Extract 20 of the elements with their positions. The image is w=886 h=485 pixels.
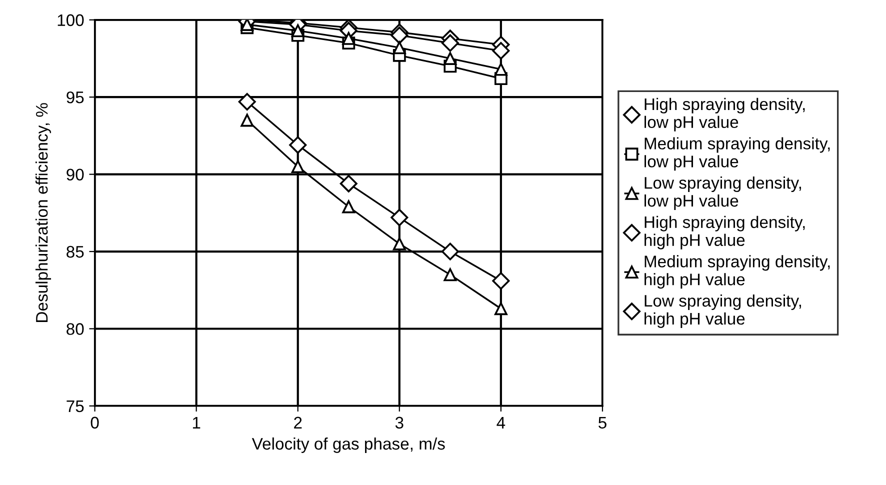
legend-label: Low spraying density, high pH value [644, 294, 801, 328]
y-tick-label: 100 [58, 14, 84, 26]
legend-label: Low spraying density, low pH value [644, 176, 801, 210]
legend-label: Medium spraying density, high pH value [644, 255, 830, 289]
y-tick-label: 95 [66, 92, 84, 104]
x-tick-label: 1 [192, 416, 200, 428]
x-tick-label: 4 [496, 416, 506, 428]
legend-label: High spraying density, high pH value [644, 216, 805, 250]
legend-label: High spraying density, low pH value [644, 98, 805, 132]
y-tick-label: 90 [66, 168, 84, 181]
y-tick-label: 85 [66, 246, 84, 258]
legend-label: Medium spraying density, low pH value [644, 137, 830, 171]
y-tick-label: 75 [66, 400, 84, 412]
x-tick-label: 3 [395, 416, 404, 429]
x-tick-label: 2 [294, 416, 302, 428]
x-axis-title: Velocity of gas phase, m/s [252, 437, 445, 453]
x-tick-label: 5 [598, 416, 606, 429]
y-tick-label: 80 [66, 323, 84, 335]
x-tick-label: 0 [90, 416, 99, 429]
y-axis-title: Desulphurization efficiency, % [35, 103, 52, 322]
